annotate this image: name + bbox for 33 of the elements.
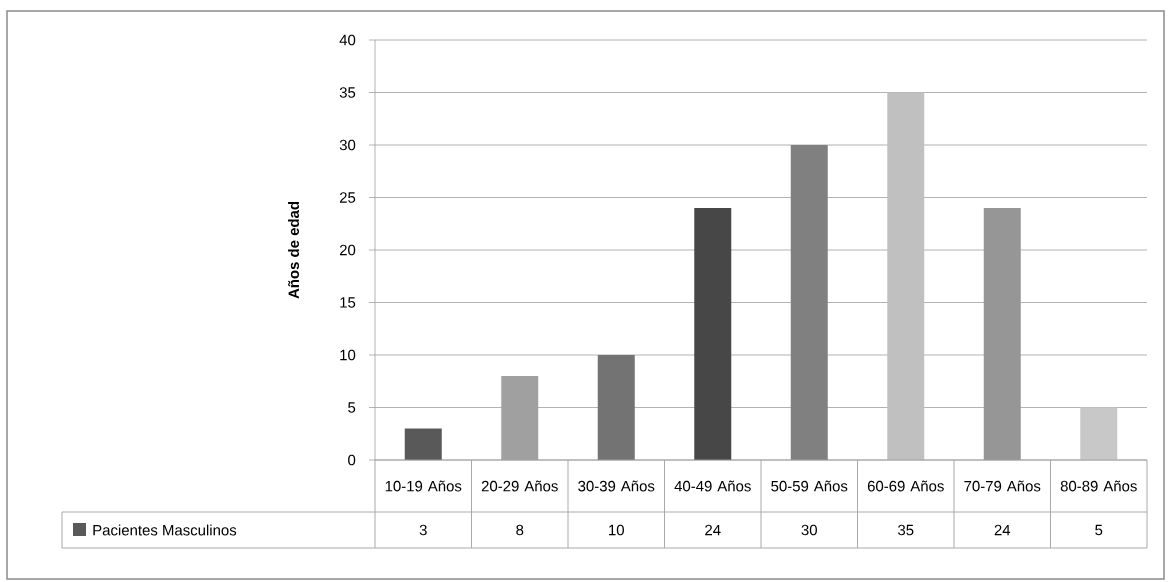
x-tick-label: 80-89 Años — [1060, 480, 1137, 492]
data-label: 10 — [609, 524, 624, 536]
x-tick-label: 30-39 Años — [578, 480, 655, 492]
y-tick-label: 40 — [339, 34, 356, 46]
y-tick-label: 15 — [340, 297, 356, 308]
legend-label: Pacientes Masculinos — [93, 524, 237, 536]
y-tick-label: 0 — [348, 454, 356, 466]
y-tick-label: 20 — [339, 244, 356, 256]
bar — [597, 355, 635, 460]
x-tick-label: 60-69 Años — [867, 480, 944, 492]
x-tick-label: 40-49 Años — [674, 480, 751, 492]
bar — [404, 428, 442, 460]
y-tick-label: 25 — [339, 192, 356, 203]
data-label: 5 — [1095, 524, 1103, 536]
data-label: 30 — [801, 524, 817, 536]
data-label: 24 — [705, 524, 721, 536]
x-tick-label: 20-29 Años — [481, 480, 558, 492]
y-tick-label: 35 — [339, 87, 356, 98]
x-tick-label: 50-59 Años — [771, 480, 848, 492]
y-axis-title: Años de edad — [288, 202, 300, 299]
x-tick-label: 70-79 Años — [964, 480, 1041, 492]
data-label: 3 — [419, 524, 427, 536]
bar — [887, 92, 925, 460]
data-label: 8 — [516, 524, 524, 536]
y-tick-label: 5 — [348, 402, 356, 413]
y-tick-label: 30 — [339, 139, 356, 151]
bar — [694, 208, 732, 460]
data-label: 35 — [898, 524, 914, 536]
data-label: 24 — [994, 524, 1011, 536]
bar — [1080, 407, 1118, 460]
y-tick-label: 10 — [340, 349, 356, 361]
x-tick-label: 10-19 Años — [385, 480, 462, 492]
bar — [790, 145, 828, 460]
